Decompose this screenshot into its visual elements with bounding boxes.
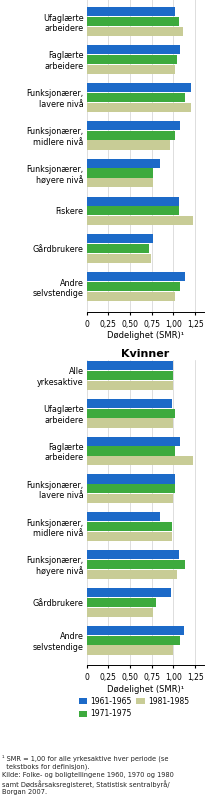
Bar xyxy=(87,65,175,74)
Bar xyxy=(87,418,173,427)
Bar xyxy=(87,273,185,281)
Bar xyxy=(87,103,191,112)
Bar xyxy=(87,485,175,493)
Bar xyxy=(87,636,180,645)
Bar xyxy=(87,254,151,263)
Bar xyxy=(87,446,175,456)
Bar xyxy=(87,17,179,26)
Bar xyxy=(87,437,180,446)
Text: ¹ SMR = 1,00 for alle yrkesaktive hver periode (se
  tekstboks for definisjon).
: ¹ SMR = 1,00 for alle yrkesaktive hver p… xyxy=(2,754,174,795)
Bar xyxy=(87,474,175,484)
X-axis label: Dødelighet (SMR)¹: Dødelighet (SMR)¹ xyxy=(107,332,184,340)
Bar xyxy=(87,45,180,54)
Bar xyxy=(87,607,153,617)
Bar xyxy=(87,83,191,92)
Bar xyxy=(87,626,184,635)
Bar xyxy=(87,588,171,597)
Bar xyxy=(87,234,153,243)
Bar xyxy=(87,244,149,253)
Bar xyxy=(87,216,193,226)
Bar xyxy=(87,598,156,607)
Bar xyxy=(87,121,180,130)
Bar xyxy=(87,550,179,559)
Bar xyxy=(87,140,170,150)
Bar xyxy=(87,570,177,579)
X-axis label: Dødelighet (SMR)¹: Dødelighet (SMR)¹ xyxy=(107,685,184,694)
Bar xyxy=(87,92,185,102)
Bar xyxy=(87,131,175,139)
Bar xyxy=(87,282,180,291)
Bar xyxy=(87,159,160,167)
Bar xyxy=(87,292,175,301)
Bar xyxy=(87,371,173,380)
Bar xyxy=(87,179,153,187)
Title: Kvinner: Kvinner xyxy=(121,349,169,359)
Bar xyxy=(87,381,173,390)
Bar xyxy=(87,206,179,215)
Bar xyxy=(87,646,173,654)
Bar xyxy=(87,512,160,521)
Bar xyxy=(87,398,172,408)
Bar xyxy=(87,560,185,569)
Bar xyxy=(87,409,175,418)
Bar xyxy=(87,168,153,178)
Bar xyxy=(87,55,177,64)
Bar xyxy=(87,361,173,370)
Bar xyxy=(87,457,193,465)
Bar xyxy=(87,522,172,531)
Bar xyxy=(87,197,179,206)
Bar xyxy=(87,7,175,16)
Legend: 1961-1965, 1971-1975, 1981-1985: 1961-1965, 1971-1975, 1981-1985 xyxy=(76,693,192,721)
Bar xyxy=(87,532,172,541)
Bar xyxy=(87,494,173,503)
Bar xyxy=(87,27,183,36)
